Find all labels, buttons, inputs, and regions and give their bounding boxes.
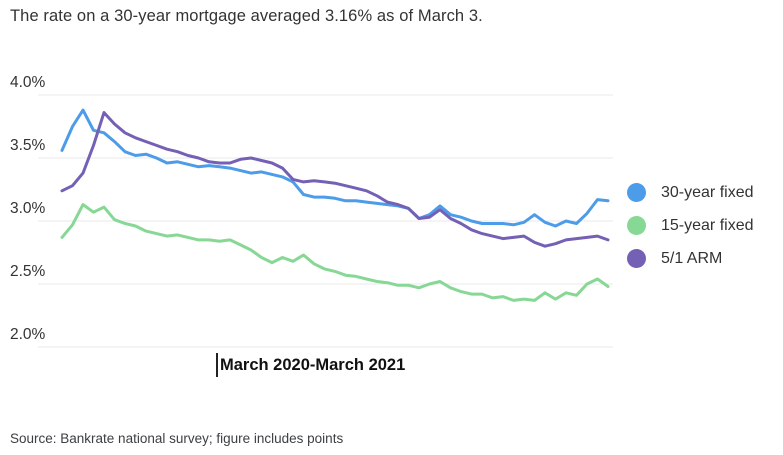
source-note: Source: Bankrate national survey; figure…	[10, 431, 344, 446]
series-line-30-year-fixed	[60, 108, 610, 228]
x-axis-label-group: March 2020-March 2021	[216, 353, 405, 377]
text-cursor	[216, 353, 218, 377]
legend-label: 30-year fixed	[661, 183, 754, 201]
legend-label: 5/1 ARM	[661, 249, 723, 267]
y-tick-label: 3.0%	[10, 200, 46, 217]
y-tick-label: 4.0%	[10, 74, 46, 91]
chart-legend: 30-year fixed 15-year fixed 5/1 ARM	[627, 183, 754, 268]
legend-item-30-year-fixed: 30-year fixed	[627, 183, 754, 202]
series-line-5-1-arm	[60, 111, 610, 248]
y-tick-label: 3.5%	[10, 137, 46, 154]
legend-label: 15-year fixed	[661, 216, 754, 234]
y-tick-label: 2.5%	[10, 263, 46, 280]
legend-item-5-1-arm: 5/1 ARM	[627, 249, 754, 268]
legend-dot-icon	[627, 249, 646, 268]
legend-item-15-year-fixed: 15-year fixed	[627, 216, 754, 235]
legend-dot-icon	[627, 183, 646, 202]
series-line-15-year-fixed	[60, 203, 610, 302]
x-axis-label: March 2020-March 2021	[220, 355, 406, 374]
chart-title: The rate on a 30-year mortgage averaged …	[10, 7, 483, 25]
y-tick-label: 2.0%	[10, 326, 46, 343]
legend-dot-icon	[627, 216, 646, 235]
